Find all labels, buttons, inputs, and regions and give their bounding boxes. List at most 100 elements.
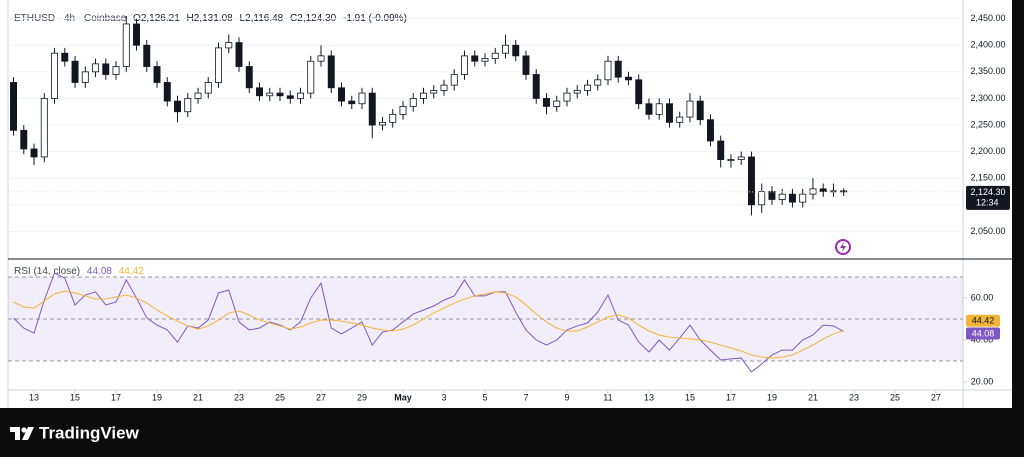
candle-body [71,60,79,83]
candle-body [225,42,233,49]
candle-body [327,55,335,89]
candle-body [727,159,735,161]
y-tick-label: 2,300.00 [970,93,1005,103]
candle-body [112,66,120,75]
last-price-label: 2,124.30 [970,187,1005,197]
candle-body [215,47,222,83]
candle-body [276,92,284,97]
candle-body [133,23,140,46]
candle-body [594,79,602,86]
candle-body [245,66,253,89]
candle-body [184,98,192,113]
candle-body [584,84,591,91]
candle-body [10,82,18,131]
candle-body [563,92,571,102]
candle-body [819,188,827,192]
candle-body [317,55,325,62]
candles [10,15,848,216]
candle-body [409,98,417,107]
candle-body [635,79,643,105]
candle-body [204,82,212,94]
x-tick-label: 13 [29,392,39,402]
watermark-icon [835,239,851,255]
y-tick-label: 60.00 [971,292,994,302]
candle-body [717,140,725,160]
candle-body [61,52,69,62]
x-tick-label: 15 [685,392,695,402]
value-box-label: 44.42 [972,316,995,326]
x-tick-label: 19 [152,392,162,402]
candle-body [573,90,581,94]
y-tick-label: 2,150.00 [970,173,1005,183]
value-box [966,314,1000,327]
candle-body [297,92,304,99]
candle-body [92,63,100,73]
candle-body [696,100,704,121]
candle-body [747,156,755,206]
y-tick-label: 2,250.00 [970,119,1005,129]
candle-body [153,66,161,83]
candle-body [389,113,397,123]
x-tick-label: 11 [603,392,612,402]
candle-body [788,193,796,203]
candle-body [430,90,438,94]
brand-name: TradingView [39,423,140,442]
candle-body [51,52,59,99]
x-tick-label: 21 [808,392,818,402]
rsi-value: 44.08 [87,266,112,277]
candle-body [655,103,663,115]
y-tick-label: 2,050.00 [970,226,1005,236]
candle-body [358,92,366,105]
candle-body [522,55,530,75]
candle-body [307,60,315,94]
brand-logo [10,427,34,440]
candle-body [368,92,376,126]
candle-body [624,76,632,81]
x-tick-label: 3 [441,392,446,402]
candle-body [665,103,673,123]
candle-body [40,98,48,158]
candle-body [440,84,448,91]
x-tick-label: 17 [111,392,121,402]
candle-body [686,100,694,118]
candle-body [840,190,848,193]
candle-body [266,92,274,97]
value-box [966,327,1000,340]
x-tick-label: 25 [890,392,900,402]
candle-body [286,95,294,99]
x-tick-label: 15 [70,392,80,402]
candle-body [399,106,407,115]
candle-body [30,148,38,158]
candle-body [481,58,489,62]
candle-body [122,23,130,67]
rsi-title: RSI (14, close) [14,266,80,277]
candle-body [502,44,509,54]
candle-body [102,63,110,75]
x-tick-label: 9 [564,392,569,402]
candle-body [512,44,520,57]
chart-background [0,0,1012,408]
candle-body [379,121,386,126]
x-tick-label: 27 [316,392,326,402]
candle-body [778,193,786,200]
y-tick-label: 2,450.00 [970,13,1005,23]
candle-body [768,191,776,200]
candle-body [676,116,684,123]
candle-body [81,71,89,83]
candle-body [194,92,202,99]
x-tick-label: 23 [849,392,859,402]
candle-body [461,55,468,75]
candle-body [420,92,427,99]
candle-body [143,44,151,67]
rsi-legend: RSI (14, close) 44.08 44.42 [14,266,144,277]
x-tick-label: 29 [357,392,367,402]
candle-body [491,52,499,59]
value-box-label: 44.08 [972,328,995,338]
x-tick-label: 7 [523,392,528,402]
y-tick-label: 2,350.00 [970,66,1005,76]
candle-body [645,103,653,115]
x-tick-label: 25 [275,392,285,402]
y-tick-label: 2,200.00 [970,146,1005,156]
